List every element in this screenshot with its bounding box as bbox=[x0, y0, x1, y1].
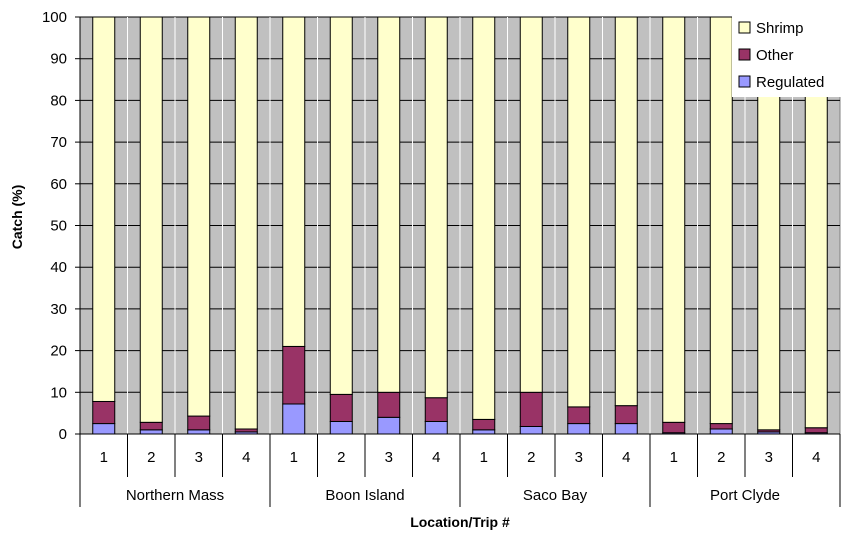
bar-other bbox=[329, 393, 353, 422]
x-tick-label: 2 bbox=[527, 449, 535, 466]
y-tick-label: 10 bbox=[50, 384, 67, 401]
x-axis-title: Location/Trip # bbox=[410, 514, 510, 530]
bar-regulated bbox=[187, 429, 211, 435]
y-axis-title: Catch (%) bbox=[9, 185, 25, 250]
bar-other bbox=[282, 345, 306, 405]
x-group-label: Port Clyde bbox=[710, 487, 780, 504]
bar-regulated bbox=[472, 429, 496, 435]
x-tick-label: 4 bbox=[812, 449, 820, 466]
bar-other bbox=[472, 418, 496, 431]
bar-shrimp bbox=[377, 16, 401, 393]
legend-swatch-regulated bbox=[738, 75, 751, 88]
bar-other bbox=[187, 415, 211, 431]
y-tick-label: 60 bbox=[50, 176, 67, 193]
x-axis: 1 2 3 4 1 2 3 4 1 2 3 4 1 2 3 4 Northern Mass Boon Island… bbox=[79, 433, 841, 507]
bar-shrimp bbox=[282, 16, 306, 347]
legend-label-regulated: Regulated bbox=[756, 74, 824, 91]
bar-regulated bbox=[519, 425, 543, 435]
legend-label-other: Other bbox=[756, 47, 794, 64]
bar-shrimp bbox=[709, 16, 733, 425]
bar-shrimp bbox=[519, 16, 543, 393]
bar-shrimp bbox=[567, 16, 591, 408]
y-tick-label: 40 bbox=[50, 259, 67, 276]
x-tick-label: 4 bbox=[432, 449, 440, 466]
y-tick-label: 0 bbox=[59, 426, 67, 443]
bar-other bbox=[519, 391, 543, 427]
x-tick-label: 1 bbox=[290, 449, 298, 466]
y-tick-label: 50 bbox=[50, 218, 67, 235]
bar-shrimp bbox=[662, 16, 686, 423]
bar-regulated bbox=[424, 420, 448, 435]
bar-shrimp bbox=[472, 16, 496, 420]
bar-shrimp bbox=[92, 16, 116, 402]
y-tick-label: 20 bbox=[50, 343, 67, 360]
bar-regulated bbox=[377, 416, 401, 435]
x-tick-label: 1 bbox=[480, 449, 488, 466]
x-tick-label: 1 bbox=[100, 449, 108, 466]
x-group-label: Boon Island bbox=[325, 487, 404, 504]
bar-shrimp bbox=[424, 16, 448, 399]
x-group-label: Saco Bay bbox=[523, 487, 588, 504]
bar-shrimp bbox=[139, 16, 163, 423]
x-tick-label: 3 bbox=[195, 449, 203, 466]
bar-regulated bbox=[567, 423, 591, 435]
x-tick-label: 3 bbox=[575, 449, 583, 466]
y-tick-label: 80 bbox=[50, 92, 67, 109]
x-tick-label: 2 bbox=[337, 449, 345, 466]
bar-other bbox=[377, 391, 401, 418]
x-tick-label: 2 bbox=[147, 449, 155, 466]
legend-box bbox=[732, 15, 844, 97]
x-tick-label: 3 bbox=[765, 449, 773, 466]
bar-regulated bbox=[329, 420, 353, 435]
legend-swatch-shrimp bbox=[738, 21, 751, 34]
x-tick-label: 1 bbox=[670, 449, 678, 466]
bar-other bbox=[709, 423, 733, 430]
legend-label-shrimp: Shrimp bbox=[756, 20, 804, 37]
bar-other bbox=[662, 421, 686, 434]
y-tick-label: 30 bbox=[50, 301, 67, 318]
legend: Shrimp Other Regulated bbox=[732, 15, 844, 97]
y-tick-label: 70 bbox=[50, 134, 67, 151]
x-tick-label: 4 bbox=[622, 449, 630, 466]
x-group-label: Northern Mass bbox=[126, 487, 224, 504]
bar-other bbox=[139, 421, 163, 431]
bar-regulated bbox=[282, 403, 306, 435]
bar-shrimp bbox=[234, 16, 258, 430]
bar-shrimp bbox=[329, 16, 353, 395]
bar-regulated bbox=[139, 429, 163, 435]
legend-swatch-other bbox=[738, 48, 751, 61]
bar-other bbox=[567, 406, 591, 425]
bar-other bbox=[614, 405, 638, 425]
bar-regulated bbox=[614, 423, 638, 435]
y-tick-label: 90 bbox=[50, 51, 67, 68]
y-axis: 0 10 20 30 40 50 60 70 80 90 100 bbox=[42, 9, 81, 443]
bar-other bbox=[92, 400, 116, 425]
bar-regulated bbox=[709, 428, 733, 435]
y-tick-label: 100 bbox=[42, 9, 67, 26]
bar-other bbox=[804, 427, 828, 434]
bar-regulated bbox=[92, 423, 116, 435]
x-tick-label: 3 bbox=[385, 449, 393, 466]
bar-shrimp bbox=[614, 16, 638, 407]
x-tick-label: 2 bbox=[717, 449, 725, 466]
x-tick-label: 4 bbox=[242, 449, 250, 466]
bar-other bbox=[424, 397, 448, 422]
bar-shrimp bbox=[187, 16, 211, 417]
